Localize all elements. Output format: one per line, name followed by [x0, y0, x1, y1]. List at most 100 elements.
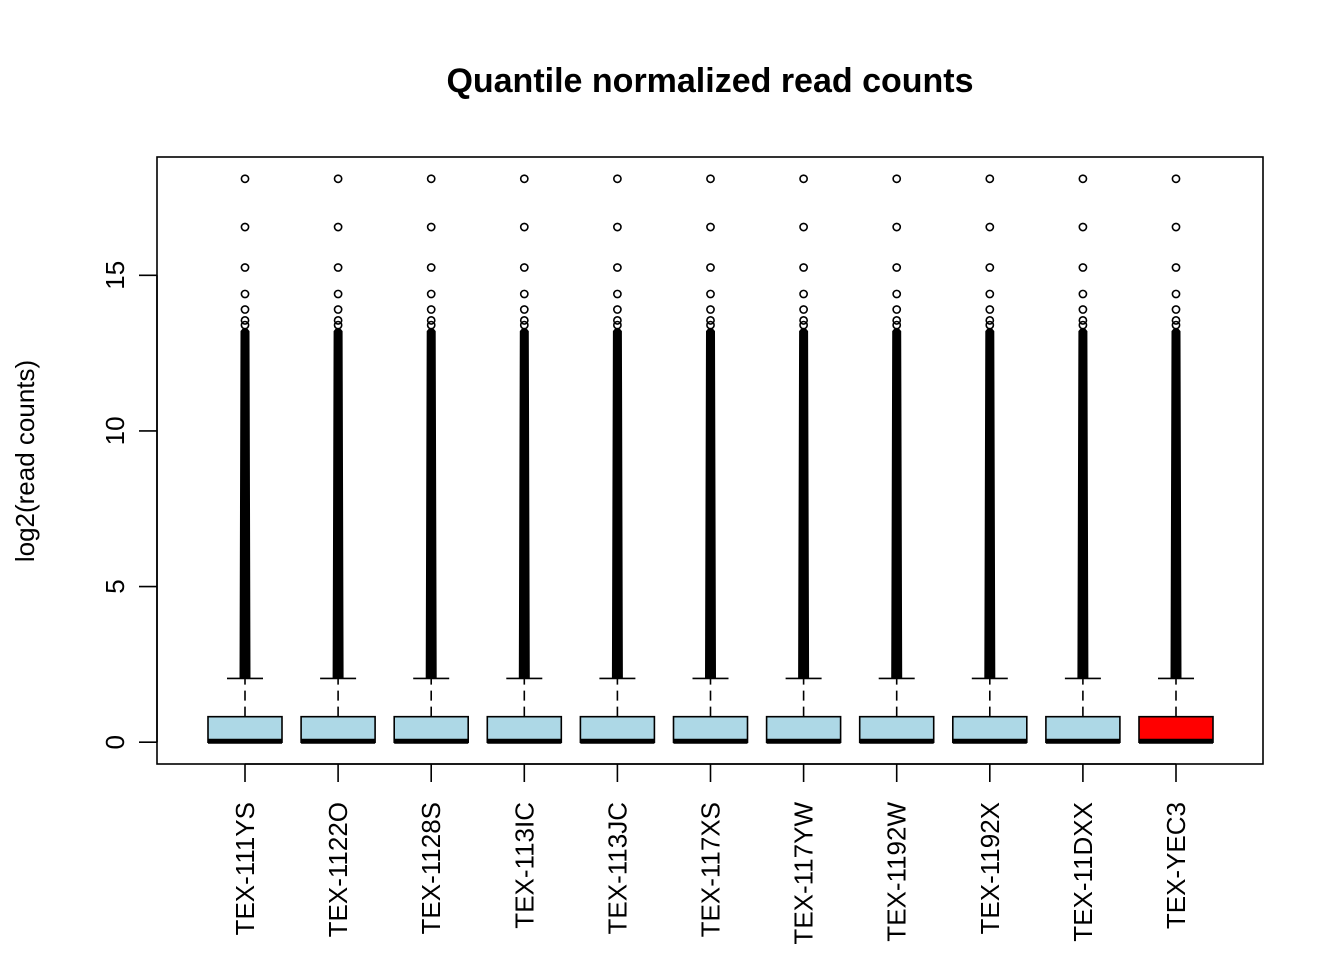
outlier-point: [799, 316, 808, 325]
outlier-point: [1171, 174, 1181, 184]
box: [486, 715, 563, 744]
box-TEX-YEC3: [1138, 174, 1214, 744]
outlier-point: [985, 320, 995, 330]
outlier-point: [333, 289, 343, 299]
box-TEX-117YW: [765, 174, 842, 744]
box-TEX-1192W: [858, 174, 935, 744]
outlier-point: [706, 320, 715, 330]
outlier-point: [426, 320, 436, 330]
outlier-point: [426, 289, 436, 299]
outlier-point: [333, 320, 343, 330]
outlier-point: [892, 263, 902, 272]
outlier-point: [1078, 305, 1088, 314]
outlier-point: [799, 305, 808, 314]
y-tick-label: 5: [100, 579, 130, 593]
x-tick-label: TEX-1122O: [323, 802, 353, 937]
outlier-point: [892, 174, 902, 184]
outlier-point: [985, 174, 995, 184]
outlier-point: [892, 320, 902, 330]
outlier-point: [1171, 320, 1181, 330]
outlier-point: [240, 263, 250, 272]
outlier-point: [613, 305, 622, 314]
x-tick-label: TEX-113JC: [602, 802, 632, 934]
outlier-band: [611, 327, 623, 679]
outlier-point: [892, 316, 902, 325]
outlier-point: [519, 289, 529, 299]
outlier-point: [706, 316, 715, 325]
outlier-point: [799, 263, 808, 272]
box-TEX-111YS: [207, 174, 283, 744]
outlier-band: [518, 327, 530, 679]
outlier-band: [1170, 327, 1182, 679]
box: [672, 715, 749, 744]
outlier-point: [240, 316, 250, 325]
y-tick-label: 15: [100, 261, 130, 290]
outlier-point: [706, 174, 715, 184]
outlier-band: [891, 327, 903, 679]
outlier-point: [240, 174, 250, 184]
outlier-band: [984, 327, 996, 679]
y-tick-label: 0: [100, 735, 130, 749]
box-TEX-113IC: [486, 174, 563, 744]
box: [1045, 715, 1121, 744]
outlier-point: [426, 316, 436, 325]
outlier-point: [706, 305, 715, 314]
x-tick-label: TEX-YEC3: [1161, 802, 1191, 929]
outlier-point: [1171, 263, 1181, 272]
outlier-point: [333, 174, 343, 184]
outlier-point: [892, 305, 902, 314]
box: [765, 715, 842, 744]
outlier-point: [426, 263, 436, 272]
box-TEX-117XS: [672, 174, 749, 744]
outlier-point: [240, 289, 250, 299]
box: [393, 715, 470, 744]
outlier-band: [798, 327, 810, 679]
outlier-point: [1078, 222, 1088, 232]
x-tick-label: TEX-117YW: [789, 802, 819, 945]
outlier-point: [706, 222, 715, 232]
y-tick-label: 10: [100, 416, 130, 445]
x-tick-label: TEX-1192W: [882, 802, 912, 942]
box-TEX-1128S: [393, 174, 470, 744]
outlier-point: [519, 222, 529, 232]
x-tick-label: TEX-117XS: [696, 802, 726, 937]
box: [858, 715, 935, 744]
outlier-point: [799, 289, 808, 299]
outlier-point: [985, 289, 995, 299]
box: [300, 715, 376, 744]
outlier-point: [1171, 316, 1181, 325]
outlier-point: [240, 222, 250, 232]
y-axis: 0 5 10 15: [100, 261, 158, 749]
x-tick-label: TEX-113IC: [509, 802, 539, 929]
outlier-point: [892, 289, 902, 299]
outlier-point: [985, 222, 995, 232]
outlier-point: [333, 263, 343, 272]
x-tick-label: TEX-111YS: [230, 802, 260, 935]
outlier-point: [1078, 316, 1088, 325]
outlier-point: [985, 316, 995, 325]
outlier-point: [1171, 289, 1181, 299]
y-axis-label: log2(read counts): [10, 360, 40, 562]
outlier-point: [519, 263, 529, 272]
outlier-point: [519, 316, 529, 325]
outlier-point: [333, 305, 343, 314]
outlier-point: [613, 320, 622, 330]
x-axis: TEX-111YS TEX-1122O TEX-1128S TEX-113IC TEX-…: [230, 763, 1191, 945]
box: [207, 715, 283, 744]
outlier-point: [1078, 320, 1088, 330]
outlier-point: [892, 222, 902, 232]
boxes-group: [207, 174, 1214, 744]
outlier-point: [240, 320, 250, 330]
outlier-band: [332, 327, 344, 679]
outlier-point: [333, 316, 343, 325]
outlier-band: [704, 327, 717, 679]
outlier-point: [613, 289, 622, 299]
outlier-point: [1078, 289, 1088, 299]
box: [951, 715, 1028, 744]
outlier-point: [613, 316, 622, 325]
outlier-point: [1171, 222, 1181, 232]
outlier-band: [425, 327, 437, 679]
outlier-point: [799, 174, 808, 184]
outlier-point: [985, 305, 995, 314]
box: [579, 715, 656, 744]
